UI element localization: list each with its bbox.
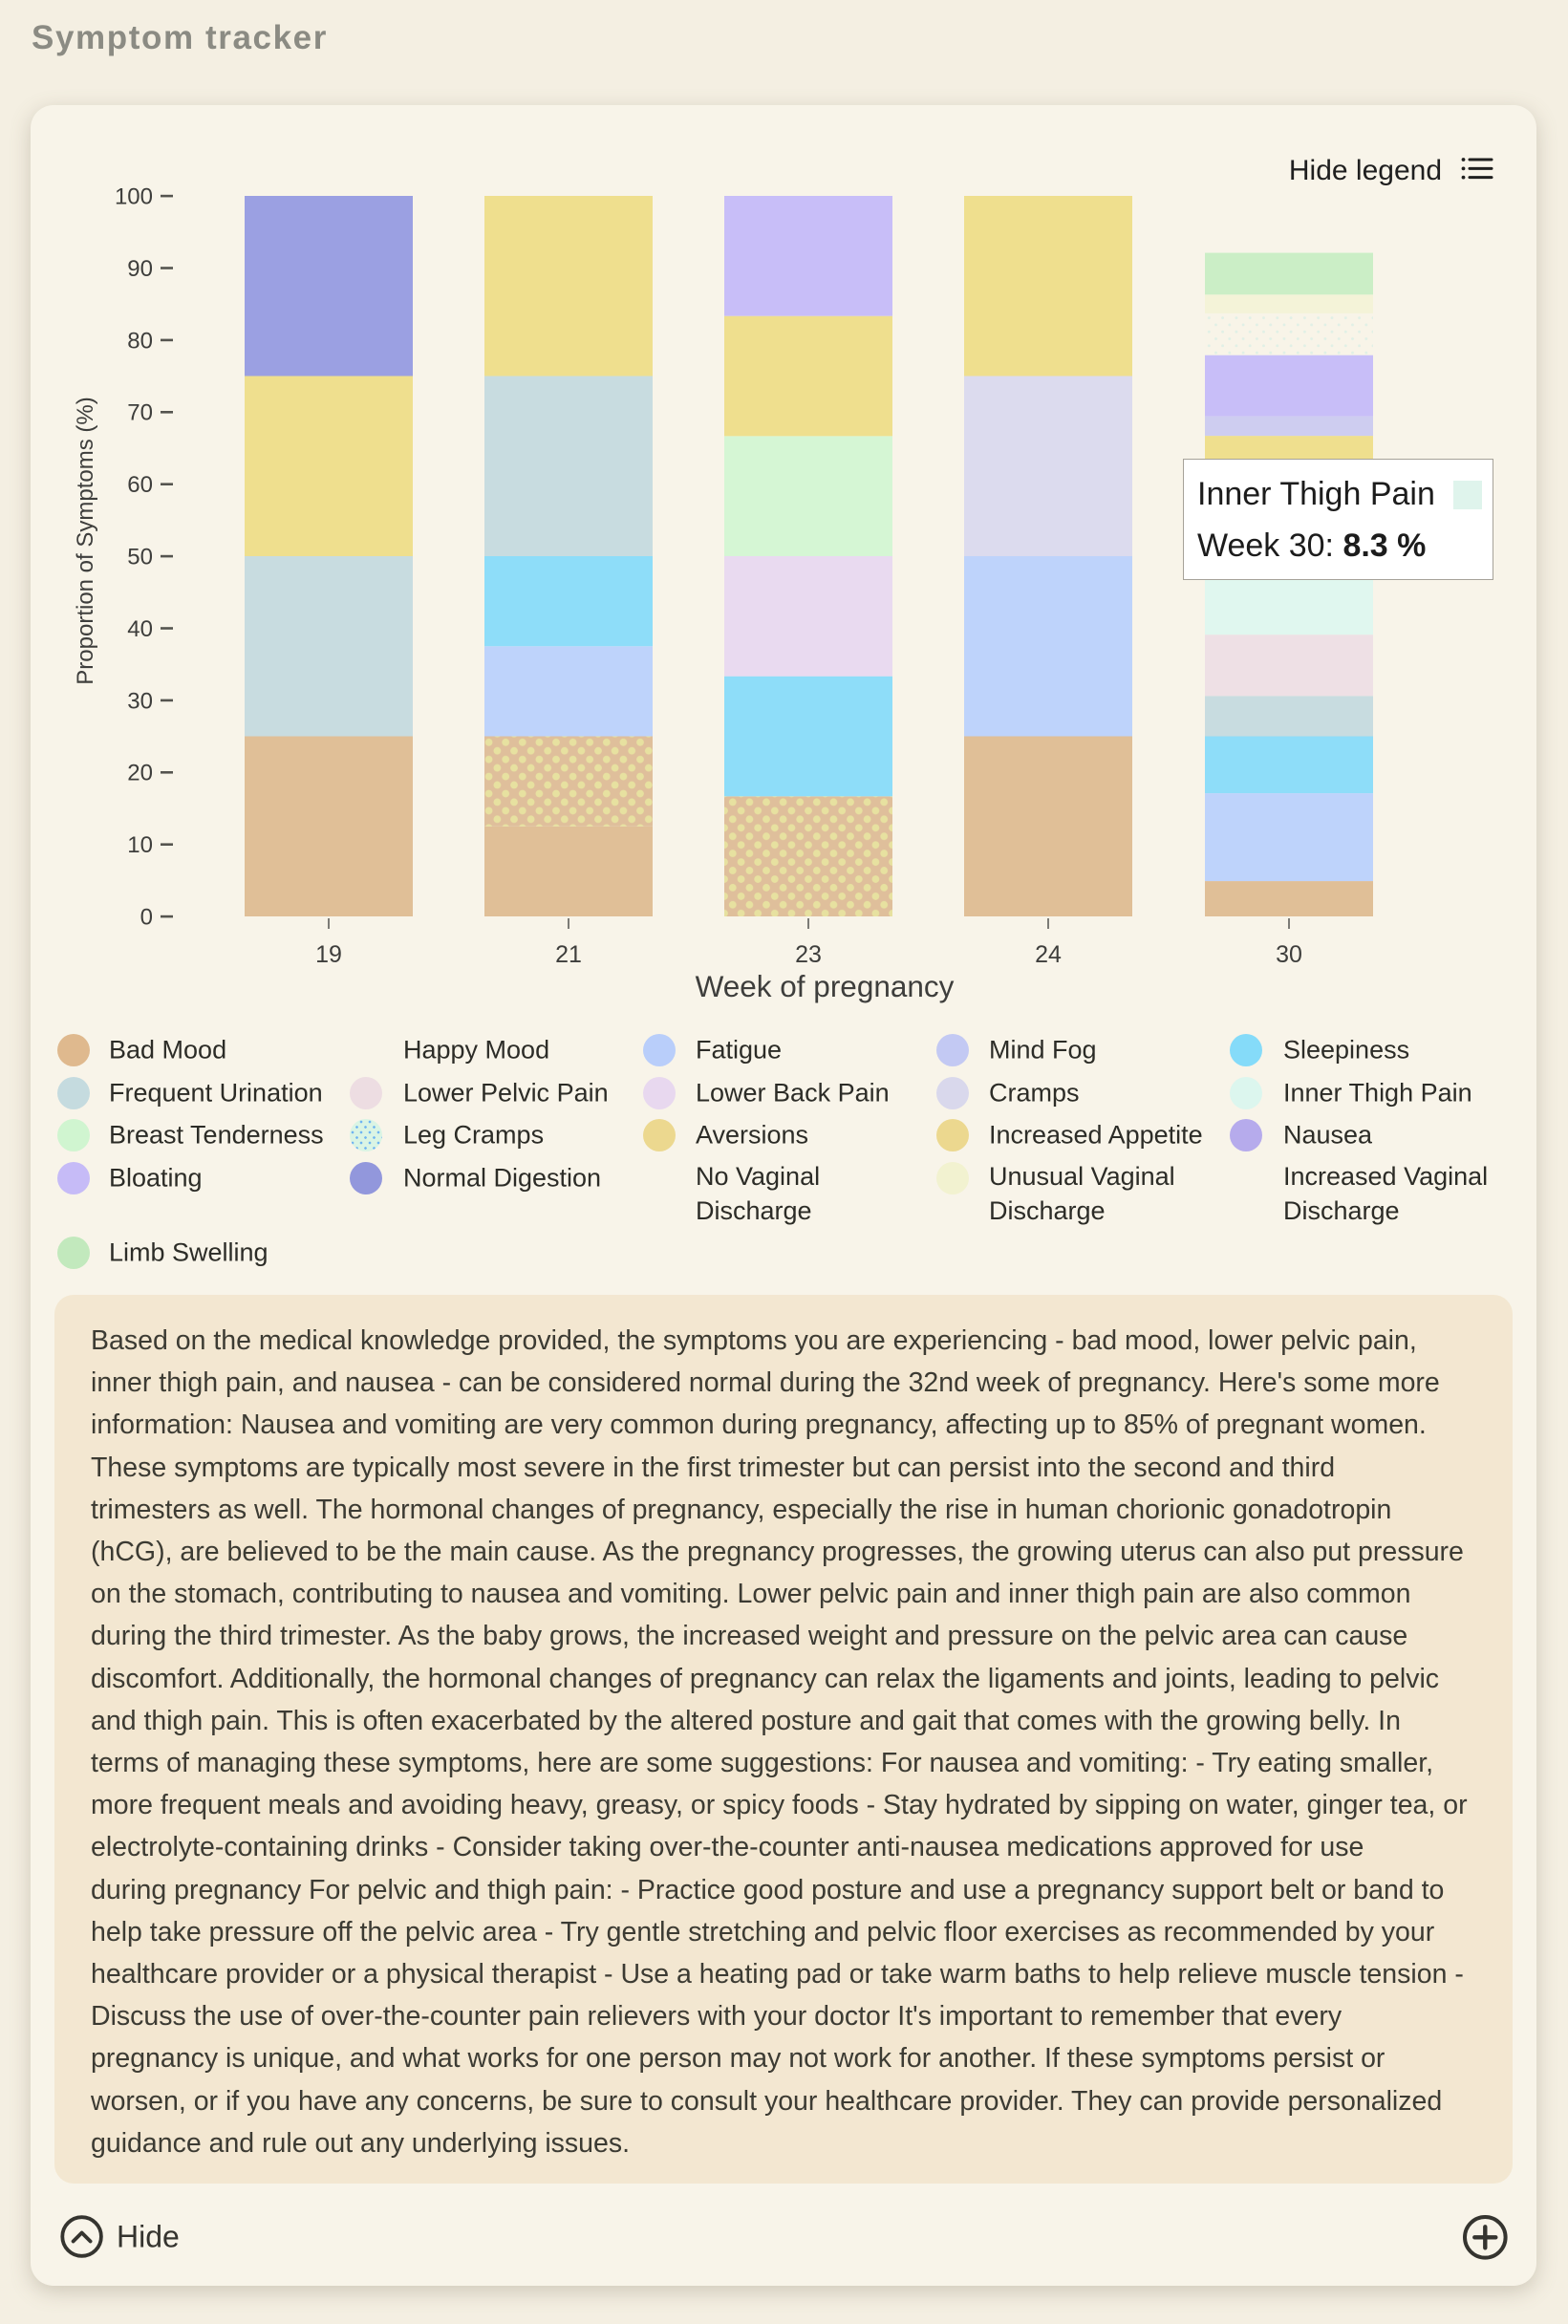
svg-text:19: 19	[315, 941, 342, 968]
svg-text:40: 40	[127, 616, 153, 642]
svg-text:10: 10	[127, 832, 153, 858]
svg-text:Week of pregnancy: Week of pregnancy	[696, 969, 955, 1003]
svg-text:30: 30	[127, 688, 153, 714]
svg-text:80: 80	[127, 328, 153, 354]
svg-text:50: 50	[127, 545, 153, 570]
svg-text:23: 23	[795, 941, 822, 968]
svg-text:21: 21	[555, 941, 582, 968]
svg-text:0: 0	[140, 905, 153, 931]
svg-text:30: 30	[1276, 941, 1302, 968]
svg-text:100: 100	[115, 184, 153, 210]
svg-text:Proportion of Symptoms (%): Proportion of Symptoms (%)	[73, 397, 98, 684]
svg-text:20: 20	[127, 761, 153, 786]
svg-text:24: 24	[1035, 941, 1062, 968]
svg-text:90: 90	[127, 256, 153, 282]
svg-text:60: 60	[127, 472, 153, 498]
svg-text:70: 70	[127, 400, 153, 426]
